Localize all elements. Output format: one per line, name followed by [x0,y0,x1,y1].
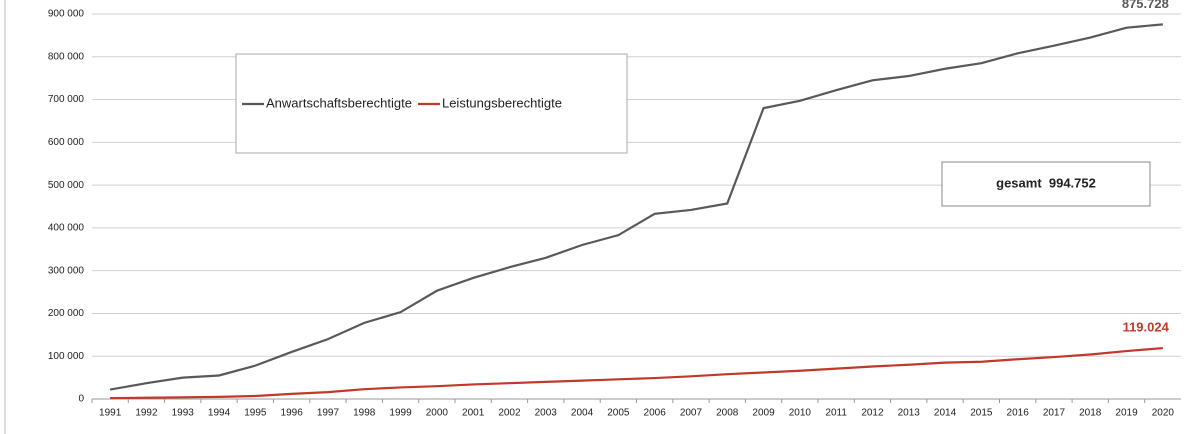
x-tick-label: 2017 [1043,408,1066,419]
y-tick-label: 0 [78,394,84,405]
x-tick-label: 2009 [752,408,775,419]
y-tick-label: 700 000 [48,94,85,105]
x-tick-label: 2004 [571,408,594,419]
x-tick-label: 2013 [898,408,921,419]
x-tick-label: 2018 [1079,408,1102,419]
x-tick-label: 1995 [244,408,267,419]
x-tick-label: 2000 [426,408,449,419]
x-tick-label: 2012 [861,408,884,419]
y-tick-label: 500 000 [48,180,85,191]
x-tick-label: 2016 [1007,408,1030,419]
x-tick-label: 2015 [970,408,993,419]
x-tick-label: 1993 [172,408,195,419]
y-tick-label: 600 000 [48,137,85,148]
x-tick-label: 2011 [825,408,847,419]
x-tick-label: 2001 [462,408,485,419]
series-line [109,23,1163,391]
data-label: 875.728 [1122,0,1169,11]
y-tick-label: 900 000 [48,9,85,20]
x-tick-label: 1997 [317,408,340,419]
x-tick-label: 2003 [535,408,558,419]
annotation-box [941,161,1151,207]
y-tick-label: 300 000 [48,265,85,276]
legend-label: Anwartschaftsberechtigte [266,95,412,110]
x-tick-label: 2008 [716,408,739,419]
legend-label: Leistungsberechtigte [442,95,562,110]
x-tick-label: 1991 [99,408,122,419]
x-tick-label: 2002 [498,408,521,419]
x-tick-label: 1996 [281,408,304,419]
x-tick-label: 2007 [680,408,703,419]
x-tick-label: 1994 [208,408,231,419]
x-tick-label: 2014 [934,408,957,419]
x-tick-label: 1998 [353,408,376,419]
series-line [110,346,1163,400]
x-tick-label: 2005 [607,408,630,419]
y-tick-label: 100 000 [48,351,85,362]
x-tick-label: 1992 [135,408,158,419]
data-label: 119.024 [1123,320,1170,335]
y-tick-label: 200 000 [48,308,85,319]
y-tick-label: 800 000 [48,51,85,62]
y-tick-label: 400 000 [48,223,85,234]
x-tick-label: 2006 [644,408,667,419]
x-tick-label: 1999 [389,408,412,419]
annotation: gesamt 994.752 [996,175,1096,190]
x-tick-label: 2010 [789,408,812,419]
x-tick-label: 2020 [1152,408,1175,419]
x-tick-label: 2019 [1115,408,1138,419]
